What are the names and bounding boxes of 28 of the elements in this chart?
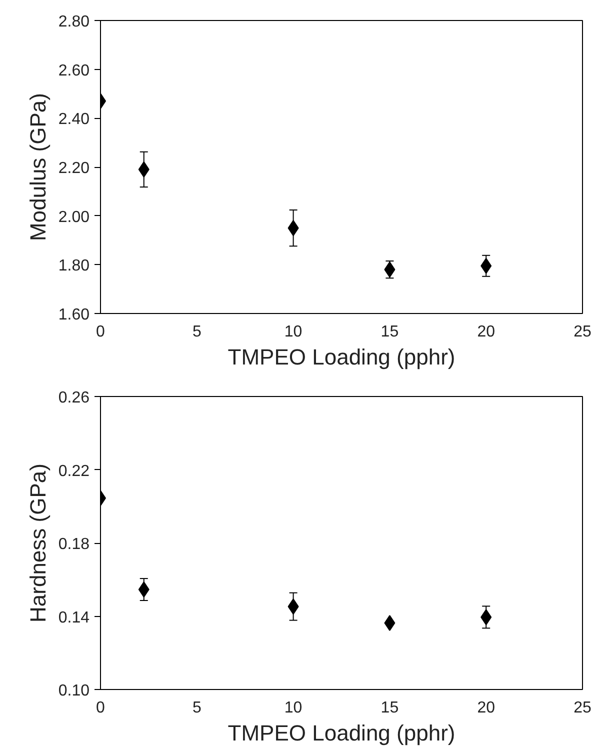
x-tick-label: 20 [477, 700, 496, 716]
y-tick-label: 2.20 [58, 160, 90, 177]
y-tick-label: 2.60 [58, 62, 90, 80]
x-tick-label: 0 [96, 324, 106, 340]
y-tick-label: 0.14 [58, 609, 90, 626]
x-tick-label: 15 [380, 324, 399, 340]
x-tick-label: 5 [192, 324, 202, 340]
y-axis-title: Hardness (GPa) [25, 464, 50, 622]
y-tick-label: 2.80 [58, 14, 90, 30]
x-tick-label: 15 [380, 700, 399, 716]
y-tick-label: 2.00 [58, 208, 90, 226]
y-tick-label: 1.80 [58, 258, 90, 275]
x-tick-label: 20 [477, 324, 496, 340]
y-tick-label: 0.22 [58, 462, 90, 480]
x-tick-label: 25 [574, 324, 592, 340]
x-tick-label: 10 [284, 700, 302, 716]
y-tick-label: 0.10 [58, 682, 90, 700]
x-tick-label: 10 [284, 324, 302, 340]
x-axis-title: TMPEO Loading (pphr) [228, 344, 456, 370]
y-tick-label: 0.18 [58, 536, 90, 553]
y-tick-label: 0.26 [58, 390, 90, 406]
y-tick-label: 1.60 [58, 306, 90, 324]
x-tick-label: 0 [96, 700, 106, 716]
x-axis-title: TMPEO Loading (pphr) [228, 720, 456, 746]
y-axis-title: Modulus (GPa) [25, 93, 50, 241]
x-tick-label: 25 [574, 700, 592, 716]
x-tick-label: 5 [192, 700, 202, 716]
y-tick-label: 2.40 [58, 111, 90, 128]
